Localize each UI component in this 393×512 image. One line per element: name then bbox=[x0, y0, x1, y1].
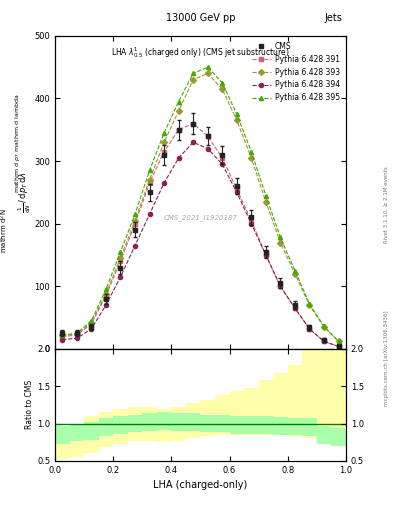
Legend: CMS, Pythia 6.428 391, Pythia 6.428 393, Pythia 6.428 394, Pythia 6.428 395: CMS, Pythia 6.428 391, Pythia 6.428 393,… bbox=[250, 39, 342, 104]
Pythia 6.428 393 bbox=[89, 319, 94, 326]
Pythia 6.428 393 bbox=[220, 86, 225, 92]
Pythia 6.428 395 bbox=[220, 80, 225, 86]
Pythia 6.428 395 bbox=[133, 211, 138, 218]
Y-axis label: $\frac{1}{\mathrm{d}N}\,/\,\mathrm{d}p_T\,\mathrm{d}\lambda$: $\frac{1}{\mathrm{d}N}\,/\,\mathrm{d}p_T… bbox=[17, 172, 33, 214]
Pythia 6.428 395 bbox=[278, 234, 283, 241]
Pythia 6.428 395 bbox=[162, 130, 167, 136]
Pythia 6.428 393 bbox=[322, 324, 327, 330]
Pythia 6.428 393 bbox=[147, 177, 152, 183]
Pythia 6.428 391 bbox=[263, 252, 268, 258]
Pythia 6.428 394 bbox=[89, 326, 94, 332]
Text: Rivet 3.1.10, ≥ 2.1M events: Rivet 3.1.10, ≥ 2.1M events bbox=[384, 166, 389, 243]
Pythia 6.428 394 bbox=[176, 155, 181, 161]
Pythia 6.428 395 bbox=[307, 301, 312, 307]
Pythia 6.428 393 bbox=[75, 331, 79, 337]
Pythia 6.428 391 bbox=[104, 293, 108, 299]
Text: LHA $\lambda^1_{0.5}$ (charged only) (CMS jet substructure): LHA $\lambda^1_{0.5}$ (charged only) (CM… bbox=[111, 45, 290, 60]
Pythia 6.428 391 bbox=[292, 305, 297, 311]
Pythia 6.428 395 bbox=[176, 98, 181, 104]
Text: mathrm d $p_T$ mathrm d lambda: mathrm d $p_T$ mathrm d lambda bbox=[13, 94, 22, 193]
Pythia 6.428 391 bbox=[336, 344, 341, 350]
Pythia 6.428 393 bbox=[118, 255, 123, 261]
Y-axis label: Ratio to CMS: Ratio to CMS bbox=[25, 380, 34, 430]
Line: Pythia 6.428 395: Pythia 6.428 395 bbox=[60, 65, 341, 344]
Pythia 6.428 391 bbox=[147, 180, 152, 186]
Pythia 6.428 395 bbox=[206, 64, 210, 70]
Pythia 6.428 394 bbox=[147, 211, 152, 218]
Pythia 6.428 393 bbox=[133, 218, 138, 224]
Pythia 6.428 395 bbox=[292, 268, 297, 274]
Pythia 6.428 395 bbox=[263, 193, 268, 199]
Pythia 6.428 395 bbox=[60, 332, 64, 338]
Pythia 6.428 391 bbox=[176, 126, 181, 133]
Pythia 6.428 393 bbox=[263, 199, 268, 205]
Pythia 6.428 391 bbox=[89, 321, 94, 327]
Pythia 6.428 394 bbox=[263, 252, 268, 258]
Text: 13000 GeV pp: 13000 GeV pp bbox=[166, 13, 235, 23]
X-axis label: LHA (charged-only): LHA (charged-only) bbox=[153, 480, 248, 490]
Pythia 6.428 391 bbox=[60, 333, 64, 339]
Pythia 6.428 391 bbox=[322, 338, 327, 345]
Pythia 6.428 394 bbox=[336, 344, 341, 350]
Pythia 6.428 394 bbox=[234, 189, 239, 196]
Text: CMS_2021_I1920187: CMS_2021_I1920187 bbox=[163, 214, 237, 221]
Pythia 6.428 394 bbox=[162, 180, 167, 186]
Pythia 6.428 395 bbox=[75, 330, 79, 336]
Text: Jets: Jets bbox=[324, 13, 342, 23]
Pythia 6.428 395 bbox=[191, 70, 196, 76]
Pythia 6.428 394 bbox=[206, 145, 210, 152]
Line: Pythia 6.428 394: Pythia 6.428 394 bbox=[60, 140, 341, 349]
Pythia 6.428 394 bbox=[292, 305, 297, 311]
Pythia 6.428 391 bbox=[206, 133, 210, 139]
Pythia 6.428 395 bbox=[118, 249, 123, 255]
Pythia 6.428 395 bbox=[234, 111, 239, 117]
Pythia 6.428 395 bbox=[336, 338, 341, 345]
Pythia 6.428 391 bbox=[234, 186, 239, 193]
Pythia 6.428 393 bbox=[104, 291, 108, 297]
Text: mathrm d$^2$N: mathrm d$^2$N bbox=[0, 208, 9, 252]
Pythia 6.428 393 bbox=[60, 332, 64, 338]
Pythia 6.428 391 bbox=[220, 155, 225, 161]
Line: Pythia 6.428 391: Pythia 6.428 391 bbox=[60, 121, 341, 349]
Pythia 6.428 393 bbox=[336, 338, 341, 345]
Text: mcplots.cern.ch [arXiv:1306.3436]: mcplots.cern.ch [arXiv:1306.3436] bbox=[384, 311, 389, 406]
Pythia 6.428 393 bbox=[191, 77, 196, 83]
Pythia 6.428 394 bbox=[60, 336, 64, 343]
Pythia 6.428 393 bbox=[162, 139, 167, 145]
Pythia 6.428 391 bbox=[278, 283, 283, 289]
Pythia 6.428 395 bbox=[147, 167, 152, 174]
Pythia 6.428 394 bbox=[249, 221, 254, 227]
Pythia 6.428 393 bbox=[249, 155, 254, 161]
Pythia 6.428 391 bbox=[162, 148, 167, 155]
Pythia 6.428 393 bbox=[234, 117, 239, 123]
Pythia 6.428 394 bbox=[118, 274, 123, 280]
Pythia 6.428 393 bbox=[176, 108, 181, 114]
Pythia 6.428 394 bbox=[220, 161, 225, 167]
Line: Pythia 6.428 393: Pythia 6.428 393 bbox=[60, 71, 341, 344]
Pythia 6.428 391 bbox=[118, 258, 123, 264]
Pythia 6.428 394 bbox=[307, 326, 312, 332]
Pythia 6.428 394 bbox=[278, 283, 283, 289]
Pythia 6.428 395 bbox=[249, 148, 254, 155]
Pythia 6.428 391 bbox=[191, 120, 196, 126]
Pythia 6.428 395 bbox=[104, 286, 108, 292]
Pythia 6.428 391 bbox=[133, 221, 138, 227]
Pythia 6.428 394 bbox=[104, 302, 108, 308]
Pythia 6.428 394 bbox=[191, 139, 196, 145]
Pythia 6.428 393 bbox=[206, 70, 210, 76]
Pythia 6.428 391 bbox=[249, 218, 254, 224]
Pythia 6.428 395 bbox=[322, 324, 327, 330]
Pythia 6.428 394 bbox=[75, 335, 79, 342]
Pythia 6.428 391 bbox=[75, 332, 79, 338]
Pythia 6.428 394 bbox=[322, 338, 327, 345]
Pythia 6.428 394 bbox=[133, 243, 138, 249]
Pythia 6.428 393 bbox=[307, 302, 312, 308]
Pythia 6.428 391 bbox=[307, 326, 312, 332]
Pythia 6.428 395 bbox=[89, 318, 94, 324]
Pythia 6.428 393 bbox=[292, 271, 297, 277]
Pythia 6.428 393 bbox=[278, 240, 283, 246]
